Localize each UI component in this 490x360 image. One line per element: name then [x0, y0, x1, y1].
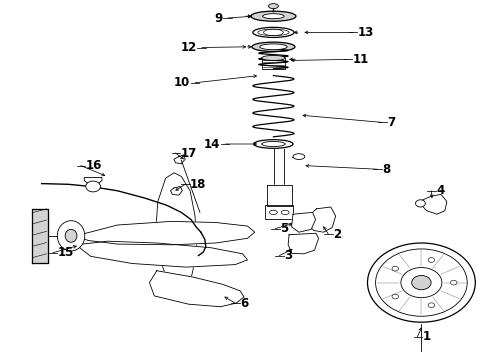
Text: 13: 13: [358, 26, 374, 39]
Ellipse shape: [428, 303, 435, 307]
Ellipse shape: [416, 200, 425, 207]
Polygon shape: [149, 271, 244, 307]
Ellipse shape: [253, 27, 294, 37]
Ellipse shape: [293, 154, 305, 159]
Ellipse shape: [392, 266, 398, 271]
Polygon shape: [292, 212, 316, 232]
Text: 7: 7: [387, 116, 395, 129]
Ellipse shape: [57, 221, 85, 251]
Polygon shape: [76, 241, 247, 267]
Ellipse shape: [368, 243, 475, 322]
Polygon shape: [308, 207, 336, 232]
Text: 1: 1: [422, 330, 431, 343]
Text: 14: 14: [204, 138, 220, 150]
FancyBboxPatch shape: [265, 205, 293, 219]
Polygon shape: [262, 58, 285, 69]
Polygon shape: [171, 186, 182, 195]
Ellipse shape: [428, 258, 435, 262]
Ellipse shape: [270, 210, 277, 215]
Text: 10: 10: [174, 76, 190, 89]
Text: 4: 4: [436, 184, 444, 197]
Ellipse shape: [375, 249, 467, 316]
Text: 11: 11: [353, 53, 369, 66]
Ellipse shape: [450, 280, 457, 285]
Polygon shape: [32, 209, 48, 263]
Ellipse shape: [260, 44, 287, 50]
Polygon shape: [156, 173, 197, 290]
Ellipse shape: [254, 140, 293, 148]
Ellipse shape: [86, 181, 100, 192]
Ellipse shape: [401, 267, 442, 298]
Ellipse shape: [251, 11, 296, 21]
Text: 5: 5: [280, 222, 289, 235]
Text: 3: 3: [284, 249, 293, 262]
Text: 2: 2: [333, 228, 342, 240]
Polygon shape: [174, 155, 185, 164]
Text: 9: 9: [215, 12, 223, 24]
Text: 17: 17: [180, 147, 196, 159]
Ellipse shape: [412, 275, 431, 290]
Text: 18: 18: [190, 178, 206, 191]
Ellipse shape: [252, 42, 295, 51]
Text: 15: 15: [58, 246, 74, 259]
Polygon shape: [267, 185, 292, 206]
Ellipse shape: [262, 55, 285, 60]
Polygon shape: [76, 221, 255, 245]
Polygon shape: [288, 233, 319, 254]
Text: 16: 16: [86, 159, 102, 172]
Polygon shape: [419, 194, 447, 214]
Text: 6: 6: [240, 297, 248, 310]
Ellipse shape: [65, 229, 77, 242]
Ellipse shape: [269, 4, 278, 9]
Ellipse shape: [263, 14, 284, 19]
Ellipse shape: [281, 210, 289, 215]
Text: 12: 12: [181, 41, 197, 54]
Ellipse shape: [262, 141, 285, 147]
Ellipse shape: [392, 294, 398, 299]
Text: 8: 8: [382, 163, 391, 176]
Polygon shape: [274, 149, 284, 185]
